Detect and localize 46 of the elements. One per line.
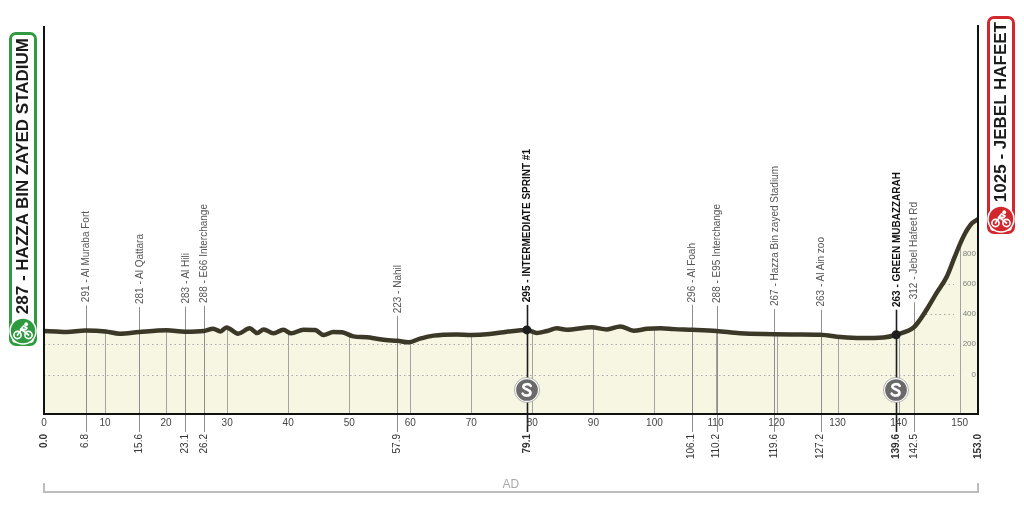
x2-tick-label: 0.0 xyxy=(37,433,49,448)
x2-tick-label: 127.2 xyxy=(814,433,826,460)
x-tick-label: 90 xyxy=(587,416,600,428)
x-tick-label: 130 xyxy=(829,416,847,428)
x-tick-label: 50 xyxy=(343,416,356,428)
ref-line-label: 223 - Nahil xyxy=(391,264,403,314)
y-tick-label: 400 xyxy=(962,309,977,319)
x-tick-label: 60 xyxy=(404,416,417,428)
x2-tick-label: 153.0 xyxy=(971,433,983,460)
x2-tick-label: 119.6 xyxy=(767,433,779,459)
x-tick-label: 150 xyxy=(951,416,969,428)
x-tick-label: 100 xyxy=(646,416,664,428)
x-tick-label: 20 xyxy=(160,416,173,428)
y-tick-label: 800 xyxy=(962,248,977,258)
y-tick-label: 0 xyxy=(971,369,977,379)
x2-tick-label: 6.8 xyxy=(79,433,91,448)
x-tick-label: 40 xyxy=(282,416,295,428)
x2-tick-label: 23.1 xyxy=(178,433,190,454)
ref-line-label: 263 - Al Ain zoo xyxy=(815,236,826,307)
x2-tick-label: 26.2 xyxy=(197,433,209,454)
x2-tick-label: 15.6 xyxy=(132,433,144,454)
x-tick-label: 0 xyxy=(41,416,48,428)
x-tick-label: 30 xyxy=(221,416,234,428)
x2-tick-label: 110.2 xyxy=(710,433,722,459)
ref-line-label: 295 - INTERMEDIATE SPRINT #1 xyxy=(521,148,533,303)
x2-tick-label: 57.9 xyxy=(391,433,403,454)
x-tick-label: 70 xyxy=(465,416,478,428)
x2-tick-label: 142.5 xyxy=(907,433,919,460)
ref-line-label: 288 - E95 Interchange xyxy=(711,203,723,303)
x-tick-label: 10 xyxy=(99,416,112,428)
annotation: 287 - HAZZA BIN ZAYED STADIUM xyxy=(13,38,33,315)
ref-line-label: 291 - Al Muraba Fort xyxy=(80,211,91,303)
x2-tick-label: 106.1 xyxy=(685,433,697,460)
ref-line-label: 288 - E66 Interchange xyxy=(198,203,210,303)
x2-tick-label: 139.6 xyxy=(889,433,901,460)
y-tick-label: 200 xyxy=(962,339,977,349)
ref-line-label: 267 - Hazza Bin zayed Stadium xyxy=(768,166,780,307)
text: AD xyxy=(502,477,520,491)
y-tick-label: 600 xyxy=(962,278,977,288)
ref-line-label: 263 - GREEN MUBAZZARAH xyxy=(890,171,902,307)
ref-line-label: 281 - Al Qattara xyxy=(133,234,145,305)
ref-line-label: 296 - Al Foah xyxy=(686,242,698,303)
ref-line-label: 283 - Al Hili xyxy=(179,252,191,304)
ref-line-label: 312 - Jebel Hafeet Rd xyxy=(908,202,920,300)
x2-tick-label: 79.1 xyxy=(520,433,532,454)
annotation: 1025 - JEBEL HAFEET xyxy=(991,22,1011,203)
